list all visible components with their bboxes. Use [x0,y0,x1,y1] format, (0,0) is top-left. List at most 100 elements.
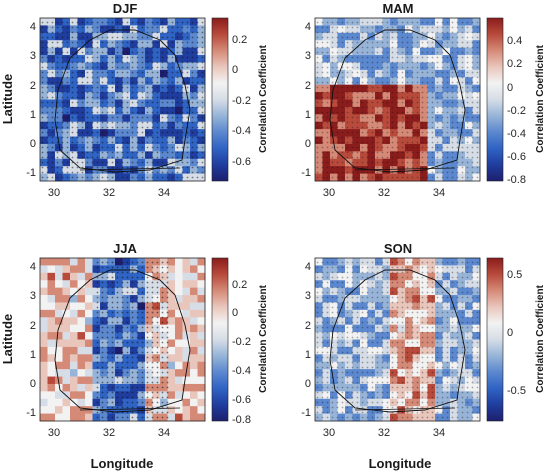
lake-outline [79,167,181,171]
heatmap-cell [40,309,48,318]
heatmap-cell [167,302,176,311]
heatmap-cell [40,369,48,377]
colorbar [211,257,229,422]
heatmap-cell [182,383,191,392]
y-tick-label: 0 [30,378,36,390]
heatmap-cell [47,332,56,340]
y-tick-label: 1 [305,349,311,361]
heatmap-cell [167,339,176,348]
heatmap-cell [47,413,56,422]
heatmap-cell [197,406,206,414]
heatmap-cell [77,302,86,311]
colorbar-tick: -0.5 [507,385,526,397]
heatmap-cell [62,376,71,385]
colorbar-tick: 0.2 [232,34,247,46]
heatmap-cell [197,346,206,355]
colorbar-tick: -0.6 [232,394,251,406]
heatmap-cell [62,346,71,355]
heatmap-cell [40,398,48,407]
heatmap-cell [70,265,78,274]
heatmap-cell [70,280,78,289]
heatmap-cell [70,391,78,400]
heatmap-cell [85,354,93,363]
heatmap-cell [167,346,176,355]
heatmap-cell [197,280,206,289]
heatmap-cell [70,302,78,311]
heatmap-cell [197,317,206,326]
heatmap-cell [190,302,198,311]
heatmap-cell [175,413,183,422]
colorbar-tick: 0.4 [507,35,522,47]
heatmap-cell [62,339,71,348]
colorbar-tick: -0.4 [232,365,251,377]
heatmap-cell [190,406,198,414]
heatmap-cell [197,391,206,400]
heatmap-cell [55,332,63,340]
heatmap-cell [167,383,176,392]
y-tick-label: 3 [30,50,36,62]
heatmap-cell [47,324,56,333]
plot-frame [314,257,481,422]
heatmap-cell [182,324,191,333]
heatmap-cell [62,295,71,303]
y-tick-label: 0 [305,378,311,390]
heatmap-cell [70,339,78,348]
heatmap-cell [85,391,93,400]
heatmap-cell [40,406,48,414]
panel-mam: MAM 30 32 34 4 3 2 1 0 -1 0.4 0.2 0 -0.2… [301,1,546,199]
heatmap-cell [40,354,48,363]
heatmap-cell [85,317,93,326]
heatmap-cell [55,287,63,296]
y-axis-label: Latitude [0,74,15,125]
heatmap-cell [40,317,48,326]
heatmap-cell [47,376,56,385]
heatmap-cell [55,317,63,326]
y-tick-label: -1 [301,167,311,179]
heatmap-cell [77,383,86,392]
heatmap-cell [175,376,183,385]
heatmap-cell [47,258,56,266]
heatmap-cell [40,391,48,400]
colorbar-label: Correlation Coefficient [258,44,269,152]
heatmap-cell [40,302,48,311]
heatmap-cell [62,369,71,377]
heatmap-cell [182,391,191,400]
colorbar-tick: 0 [507,82,513,94]
x-tick-label: 34 [433,427,445,439]
heatmap-cell [77,369,86,377]
heatmap-cell [85,398,93,407]
heatmap-cell [182,317,191,326]
heatmap-cell [182,302,191,311]
heatmap-cell [62,280,71,289]
heatmap-cell [77,413,86,422]
heatmap-cell [190,339,198,348]
y-tick-label: 4 [305,261,311,273]
plot-frame [39,17,206,182]
y-tick-label: 1 [305,109,311,121]
heatmap-cell [167,324,176,333]
heatmap-cell [55,280,63,289]
heatmap-cell [55,309,63,318]
heatmap-cell [55,376,63,385]
heatmap-cell [62,258,71,266]
heatmap-cell [70,376,78,385]
heatmap-cell [197,361,206,370]
y-tick-label: 4 [30,261,36,273]
panel-title: MAM [382,1,413,16]
y-tick-label: 3 [30,290,36,302]
heatmap-cell [190,324,198,333]
heatmap-cell [197,369,206,377]
y-tick-label: 2 [305,320,311,332]
heatmap-cell [77,265,86,274]
panel-title: JJA [113,241,137,256]
colorbar-label: Correlation Coefficient [535,284,546,392]
colorbar-tick: -0.6 [232,156,251,168]
heatmap-cell [190,332,198,340]
colorbar-tick: -0.4 [232,125,251,137]
country-border [54,269,191,413]
heatmap-cell [77,346,86,355]
heatmap-cell [175,332,183,340]
heatmap-cell [55,406,63,414]
heatmap-cell [62,309,71,318]
heatmap-cell [62,272,71,281]
